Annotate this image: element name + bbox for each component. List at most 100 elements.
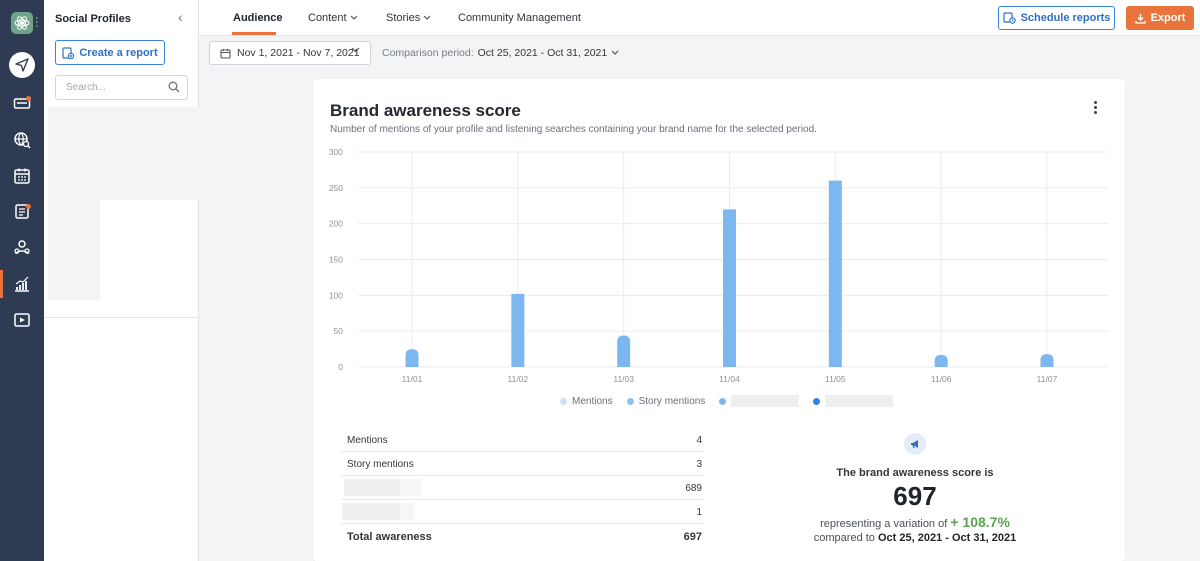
x-tick-label: 11/03	[613, 374, 634, 384]
comparison-value: Oct 25, 2021 - Oct 31, 2021	[477, 47, 608, 59]
comparison-period-dropdown[interactable]: Comparison period: Oct 25, 2021 - Oct 31…	[382, 47, 619, 59]
awareness-score-summary: The brand awareness score is 697 represe…	[733, 433, 1097, 544]
profile-search	[55, 75, 188, 100]
app-menu-dots-icon[interactable]: · · ·	[35, 12, 39, 32]
app-nav-rail: · · ·	[0, 0, 44, 561]
chevron-down-icon	[611, 50, 619, 55]
y-tick-label: 200	[329, 219, 343, 229]
chart-bar	[511, 293, 525, 367]
nav-publish[interactable]	[0, 49, 44, 81]
create-report-button[interactable]: Create a report	[55, 40, 165, 65]
brand-awareness-chart: 0 50 100 150 200 250 300 11/01 11/02 11/03 11/04 11…	[329, 147, 1108, 384]
megaphone-icon	[904, 433, 926, 455]
search-input[interactable]	[66, 82, 161, 93]
nav-tasks[interactable]	[0, 195, 44, 227]
nav-reports[interactable]	[0, 268, 44, 300]
legend-label-placeholder	[825, 395, 894, 407]
chart-bar	[828, 180, 842, 367]
media-library-icon	[14, 313, 30, 327]
panel-title: Social Profiles	[55, 13, 131, 25]
tab-label: Community Management	[458, 12, 581, 24]
nav-listening[interactable]	[0, 124, 44, 156]
download-icon	[1134, 13, 1146, 24]
row-label-placeholder	[342, 503, 400, 520]
inbox-icon	[13, 98, 31, 109]
row-label-placeholder	[344, 479, 400, 496]
date-range-picker[interactable]: Nov 1, 2021 - Nov 7, 2021	[209, 41, 371, 65]
chart-legend: Mentions Story mentions	[560, 395, 907, 407]
legend-dot	[626, 397, 634, 405]
comparison-label: Comparison period:	[382, 47, 474, 59]
awareness-table: Mentions 4 Story mentions 3 689 1 Total …	[341, 428, 705, 548]
notification-dot	[26, 204, 31, 209]
more-options-icon[interactable]	[1091, 101, 1099, 115]
tab-community-management[interactable]: Community Management	[458, 12, 581, 24]
x-tick-label: 11/07	[1037, 374, 1058, 384]
y-tick-label: 150	[329, 255, 343, 265]
report-add-icon	[62, 46, 75, 59]
nav-team[interactable]	[0, 232, 44, 264]
x-tick-label: 11/04	[719, 374, 740, 384]
row-value: 689	[685, 483, 702, 494]
legend-series-3[interactable]	[719, 395, 800, 407]
calendar-icon	[220, 48, 231, 59]
notification-dot	[26, 96, 31, 101]
chevron-down-icon	[423, 15, 431, 20]
tab-content[interactable]: Content	[308, 12, 358, 24]
y-tick-label: 300	[329, 147, 343, 157]
variation-prefix: representing a variation of	[820, 518, 948, 530]
tab-label: Audience	[233, 12, 283, 24]
app-logo-icon[interactable]	[11, 12, 33, 34]
export-button[interactable]: Export	[1126, 6, 1194, 30]
row-label: Story mentions	[347, 459, 414, 470]
tab-label: Content	[308, 12, 347, 24]
table-row: Story mentions 3	[341, 452, 705, 476]
row-value: 4	[696, 435, 702, 446]
chart-bar	[1040, 354, 1054, 367]
legend-dot	[719, 397, 727, 405]
score-intro: The brand awareness score is	[836, 467, 994, 479]
chart-bar	[617, 335, 631, 367]
profile-list-placeholder	[100, 107, 199, 200]
compared-prefix: compared to	[813, 532, 875, 544]
score-value: 697	[893, 481, 937, 511]
legend-label: Story mentions	[638, 395, 706, 407]
schedule-reports-button[interactable]: Schedule reports	[998, 6, 1115, 30]
tab-label: Stories	[386, 12, 421, 24]
collapse-chevron-icon[interactable]: ‹	[178, 9, 183, 25]
chart-bar	[723, 209, 736, 367]
calendar-icon	[14, 168, 30, 184]
legend-dot	[560, 397, 567, 405]
total-label: Total awareness	[347, 531, 432, 543]
nav-calendar[interactable]	[0, 160, 44, 192]
chevron-down-icon	[351, 47, 360, 53]
score-compared-line: compared to Oct 25, 2021 - Oct 31, 2021	[733, 532, 1097, 544]
table-row: Mentions 4	[341, 428, 705, 452]
variation-value: + 108.7%	[950, 514, 1010, 530]
row-value: 3	[696, 459, 702, 470]
legend-mentions[interactable]: Mentions	[560, 396, 613, 407]
legend-story-mentions[interactable]: Story mentions	[626, 395, 706, 407]
x-tick-label: 11/06	[931, 374, 952, 384]
schedule-reports-label: Schedule reports	[1020, 12, 1111, 24]
schedule-icon	[1002, 12, 1016, 24]
row-label-placeholder	[400, 503, 414, 520]
divider	[44, 317, 199, 318]
row-label-placeholder	[400, 479, 421, 496]
nav-media[interactable]	[0, 304, 44, 336]
export-label: Export	[1150, 12, 1186, 24]
chevron-down-icon	[350, 15, 357, 20]
globe-search-icon	[14, 132, 31, 149]
x-tick-label: 11/01	[402, 374, 423, 384]
legend-series-4[interactable]	[813, 395, 894, 407]
tab-stories[interactable]: Stories	[386, 12, 431, 24]
clipboard-icon	[15, 204, 29, 219]
row-value: 1	[696, 507, 702, 518]
table-row: 689	[341, 476, 705, 500]
tab-audience[interactable]: Audience	[233, 12, 283, 24]
x-tick-label: 11/02	[508, 374, 529, 384]
legend-dot	[813, 397, 821, 405]
search-icon[interactable]	[168, 81, 180, 93]
legend-label: Mentions	[572, 395, 613, 407]
nav-inbox[interactable]	[0, 86, 44, 118]
